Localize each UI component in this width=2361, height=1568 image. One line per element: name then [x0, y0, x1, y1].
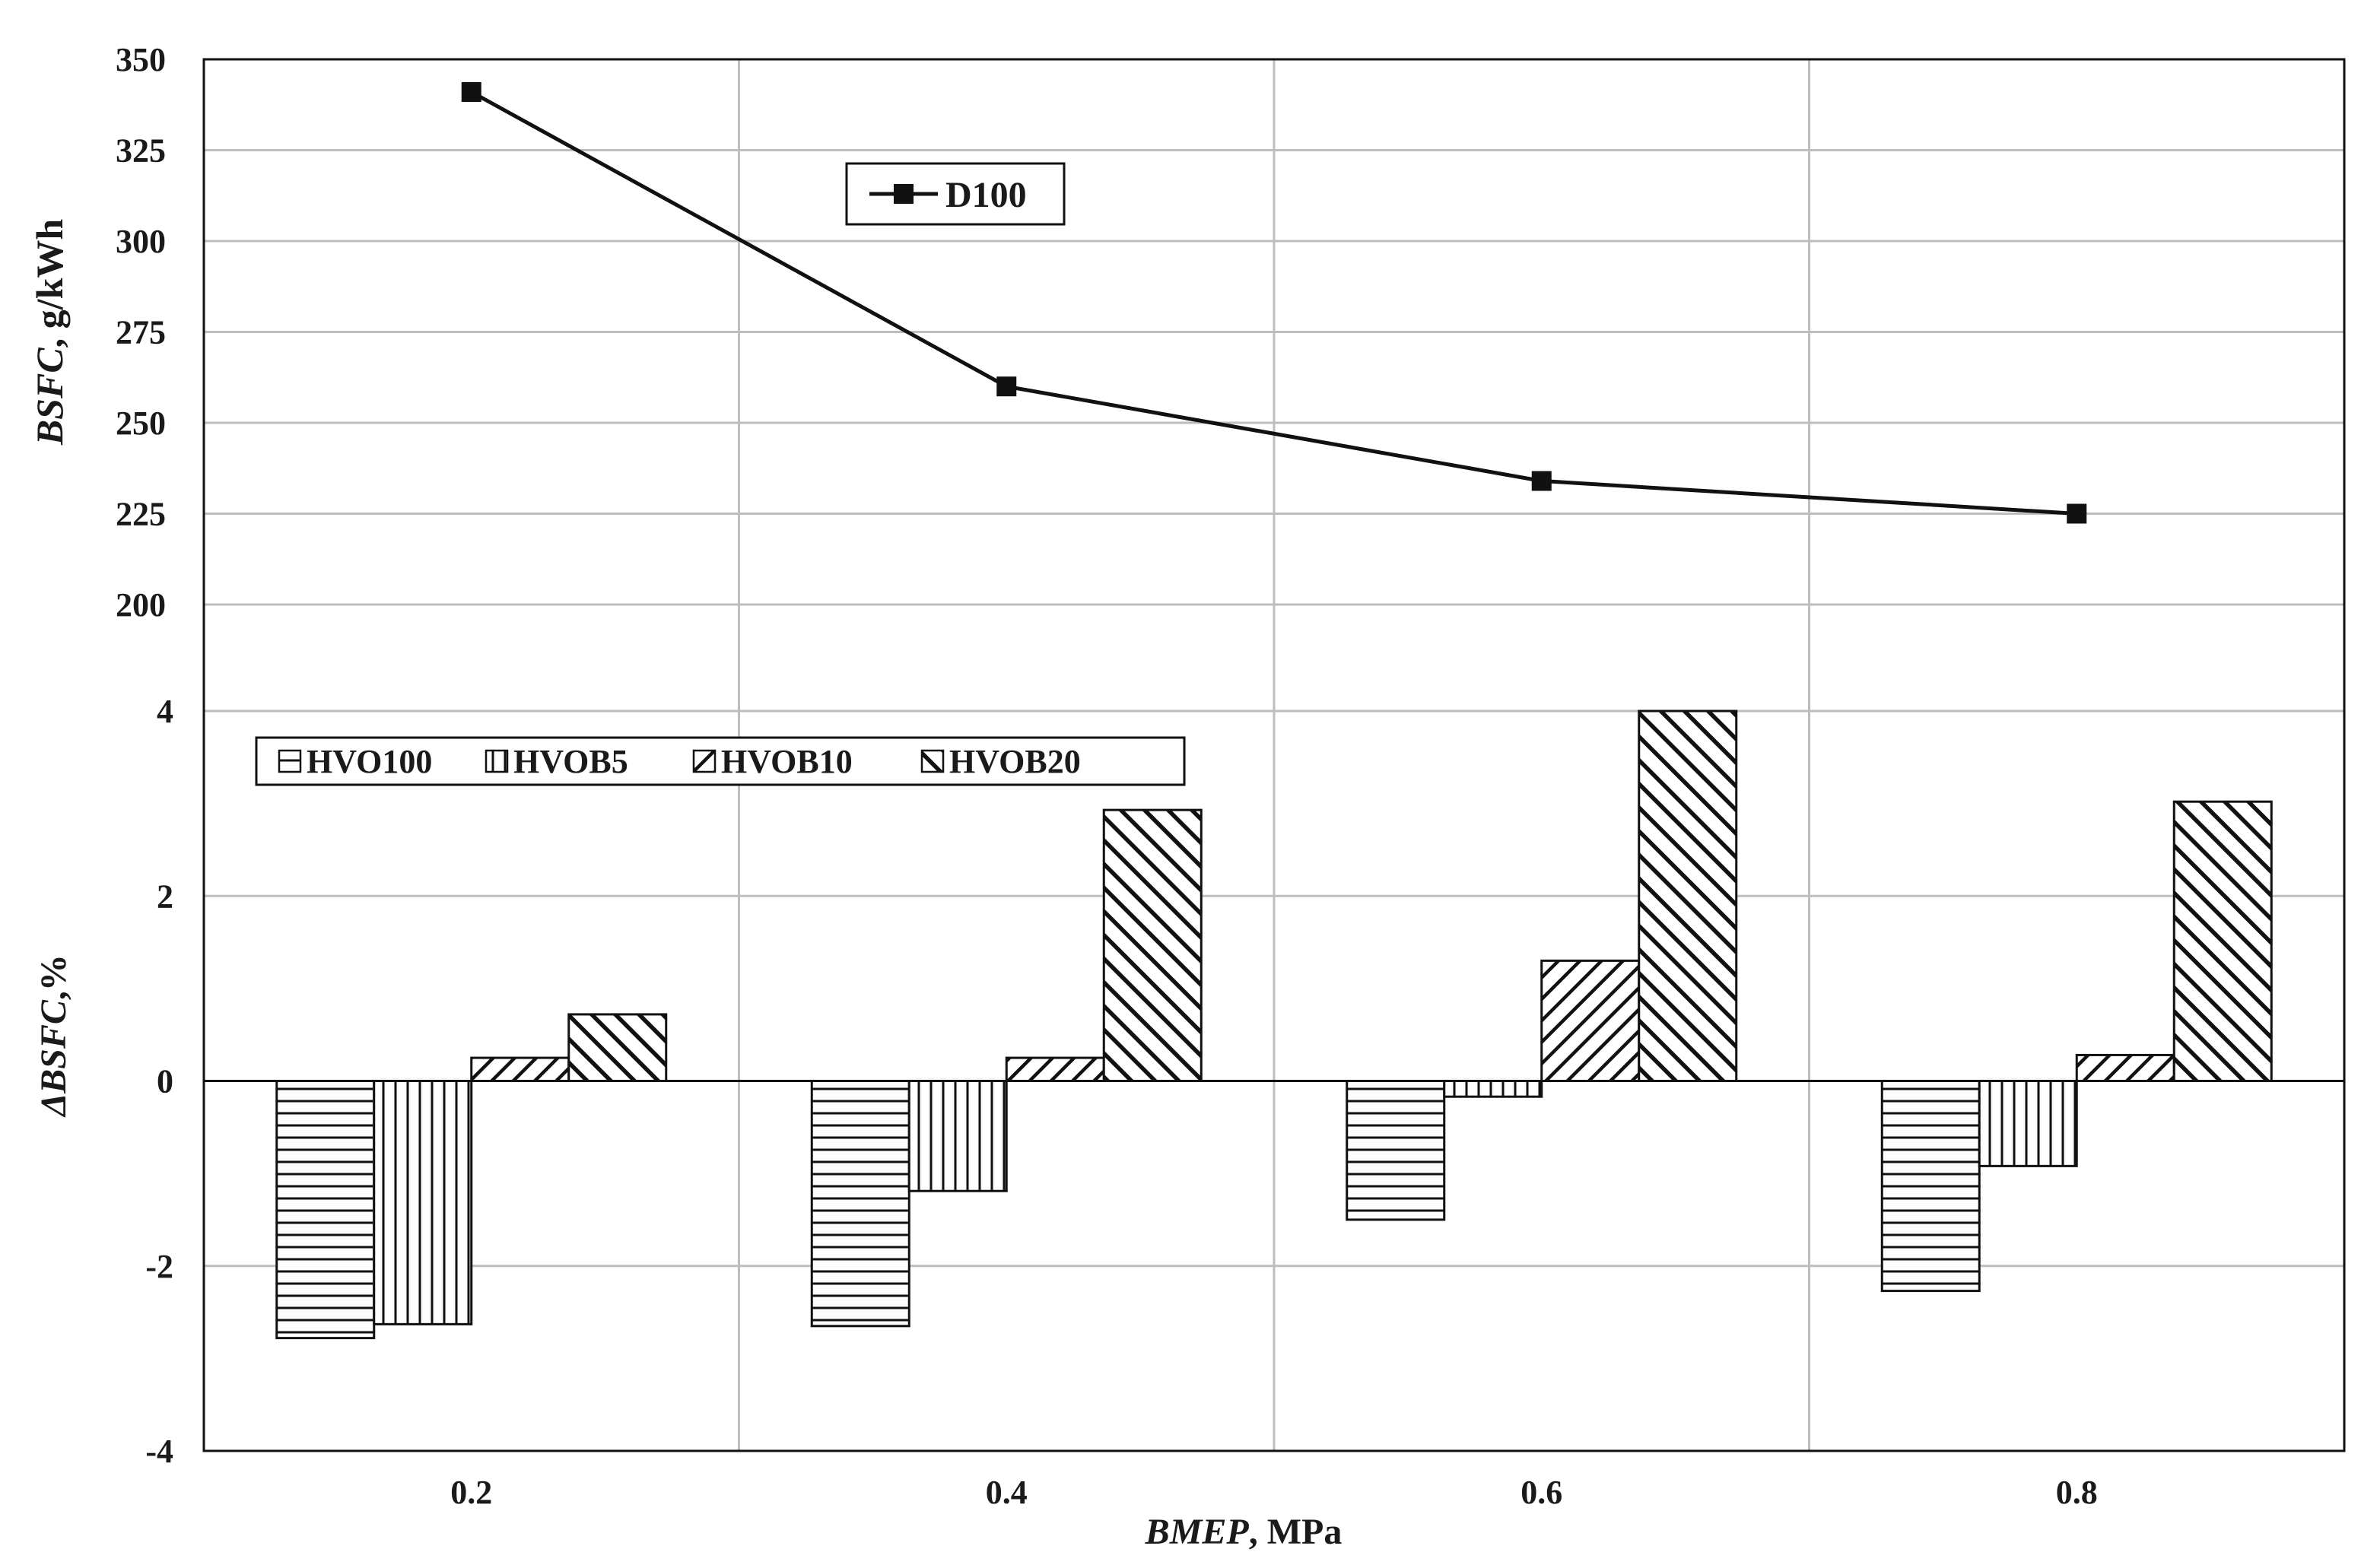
x-axis-title-unit: , MPa	[1249, 1512, 1343, 1552]
bar-HVOB10-0.2	[470, 1056, 570, 1082]
top-plot: 200 225 250 275 300 325 350 D100 BSFC, g/kWh	[28, 41, 2344, 1451]
bottom-y-tick-label: -4	[145, 1433, 173, 1470]
bottom-y-tick-label: -2	[145, 1248, 173, 1285]
legend-swatch-HVOB20	[920, 749, 945, 773]
top-y-tick-label: 200	[116, 586, 166, 624]
top-y-axis-title-unit: , g/kWh	[28, 219, 71, 348]
bar-HVOB20-0.8	[2172, 800, 2273, 1082]
top-y-tick-label: 250	[116, 405, 166, 442]
legend-box	[255, 736, 1186, 786]
top-y-tick-label: 325	[116, 132, 166, 170]
top-y-tick-label: 350	[116, 41, 166, 78]
bar-HVO100-0.8	[1880, 1080, 1981, 1293]
bar-HVO100-0.4	[810, 1080, 910, 1328]
bar-HVOB5-0.2	[373, 1080, 473, 1325]
x-tick-labels: 0.2 0.4 0.6 0.8	[450, 1474, 2098, 1511]
bar-HVOB5-0.8	[1978, 1080, 2078, 1167]
legend-marker-swatch	[894, 184, 914, 204]
x-tick-label: 0.2	[450, 1474, 492, 1511]
bar-HVO100-0.2	[275, 1080, 376, 1340]
bar-HVOB5-0.4	[907, 1080, 1008, 1192]
top-y-axis-title-italic: BSFC	[28, 348, 71, 446]
top-series-layer	[461, 82, 2087, 524]
bar-HVOB5-0.6	[1443, 1080, 1543, 1098]
series-line-D100	[470, 90, 2077, 516]
bar-HVOB20-0.6	[1638, 709, 1738, 1082]
data-point-D100	[2067, 503, 2087, 524]
bar-HVOB10-0.4	[1005, 1056, 1105, 1082]
data-point-D100	[1531, 471, 1552, 491]
bar-HVO100-0.6	[1346, 1080, 1446, 1221]
top-y-tick-labels: 200 225 250 275 300 325 350	[116, 41, 166, 624]
x-axis-title: BMEP, MPa	[1145, 1512, 1343, 1552]
top-y-tick-label: 275	[116, 314, 166, 351]
legend-label: D100	[945, 175, 1027, 215]
top-legend: D100	[845, 162, 1066, 226]
bar-HVOB10-0.8	[2075, 1053, 2175, 1082]
legend-label-HVO100: HVO100	[307, 743, 432, 780]
bottom-y-axis-title-unit: ,%	[33, 954, 74, 1000]
plot-border	[202, 58, 2346, 1452]
top-y-tick-label: 225	[116, 496, 166, 533]
x-tick-label: 0.8	[2056, 1474, 2098, 1511]
bottom-bars-layer	[204, 709, 2344, 1340]
legend-swatch-HVO100	[278, 749, 302, 773]
bar-HVOB10-0.6	[1540, 959, 1641, 1082]
bottom-y-tick-label: 4	[157, 693, 173, 730]
x-tick-label: 0.6	[1521, 1474, 1562, 1511]
legend-label-HVOB5: HVOB5	[513, 743, 628, 780]
bar-HVOB20-0.2	[567, 1013, 668, 1083]
x-tick-label: 0.4	[986, 1474, 1028, 1511]
data-point-D100	[461, 82, 481, 103]
bottom-y-axis-title-italic: ΔBSFC	[33, 999, 74, 1118]
plot-frame	[202, 58, 2346, 1452]
legend-label-HVOB20: HVOB20	[949, 743, 1081, 780]
bottom-y-tick-label: 2	[157, 878, 173, 915]
bottom-y-axis-title: ΔBSFC,%	[33, 954, 74, 1118]
legend-swatch-HVOB5	[485, 749, 509, 773]
legend-label-HVOB10: HVOB10	[721, 743, 853, 780]
top-y-axis-title: BSFC, g/kWh	[28, 219, 71, 446]
legend-swatch-HVOB10	[692, 749, 717, 773]
x-axis-title-italic: BMEP	[1145, 1512, 1250, 1552]
bottom-y-tick-labels: -4 -2 0 2 4	[145, 693, 173, 1470]
data-point-D100	[996, 376, 1017, 397]
bottom-y-tick-label: 0	[157, 1063, 173, 1100]
bar-HVOB20-0.4	[1102, 808, 1203, 1083]
bottom-legend: HVO100 HVOB5 HVOB10 HVOB20	[255, 736, 1186, 786]
top-y-tick-label: 300	[116, 223, 166, 260]
